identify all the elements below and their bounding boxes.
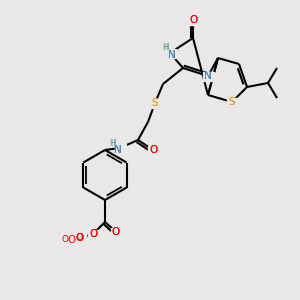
Text: O: O [112,227,120,237]
Text: O: O [68,235,76,245]
Text: N: N [114,145,122,155]
Bar [188,16,199,25]
Text: O: O [189,15,197,25]
Text: N: N [204,71,212,81]
Bar [88,230,98,238]
Text: O: O [89,229,97,239]
Text: O: O [112,227,120,237]
Bar [148,146,158,154]
Bar [74,233,86,242]
Text: S: S [229,97,235,107]
Text: O: O [89,229,97,239]
Bar [110,227,122,236]
Text: H: H [110,139,116,148]
Text: O: O [189,15,197,25]
Text: N: N [168,50,176,60]
Bar [115,143,125,152]
Text: O: O [149,145,157,155]
Bar [226,98,238,106]
Text: H: H [163,43,169,52]
Text: N: N [204,71,212,81]
Text: S: S [229,97,235,107]
Bar [202,71,214,80]
Text: N: N [114,145,122,155]
Text: O: O [76,233,84,243]
Text: H: H [109,139,115,148]
Bar [149,98,161,107]
Text: O: O [76,233,84,243]
Text: N: N [168,50,176,60]
Text: O: O [62,235,69,244]
Bar [164,49,175,58]
Text: O: O [77,233,83,242]
Text: S: S [152,98,158,108]
Text: S: S [152,98,158,108]
Text: O: O [149,145,157,155]
Text: H: H [162,43,168,52]
